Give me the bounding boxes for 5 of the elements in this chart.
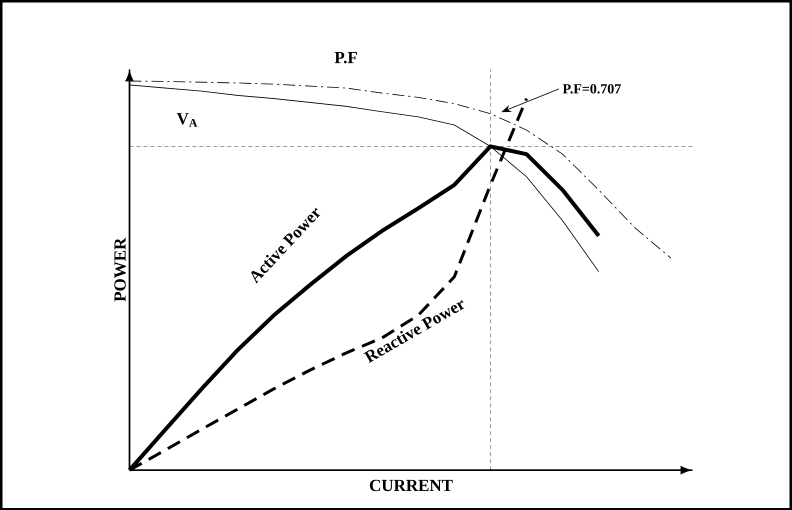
x-axis-title: CURRENT xyxy=(370,480,453,491)
series-label: P.F xyxy=(334,52,357,64)
annotation: P.F=0.707 xyxy=(562,84,621,94)
series-label: V$_{A}$ xyxy=(176,112,198,127)
y-axis-title: POWER xyxy=(114,237,126,302)
